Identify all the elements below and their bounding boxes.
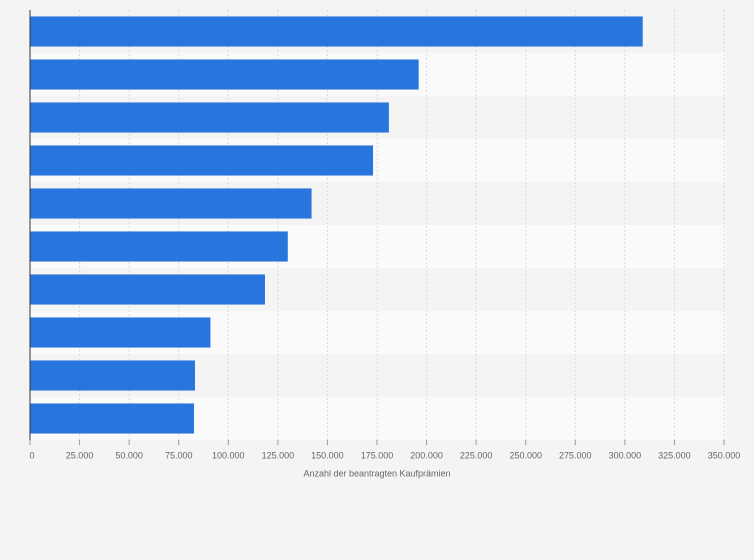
x-tick-label: 25.000	[66, 450, 94, 460]
bar	[30, 188, 312, 219]
x-tick-label: 175.000	[361, 450, 394, 460]
x-tick-label: 50.000	[115, 450, 143, 460]
x-tick-label: 75.000	[165, 450, 193, 460]
x-tick-label: 350.000	[708, 450, 741, 460]
bar	[30, 274, 265, 305]
x-tick-label: 125.000	[262, 450, 295, 460]
x-tick-label: 325.000	[658, 450, 691, 460]
x-tick-label: 250.000	[509, 450, 542, 460]
x-tick-label: 300.000	[609, 450, 642, 460]
bar	[30, 102, 389, 133]
x-axis-title: Anzahl der beantragten Kaufprämien	[303, 468, 450, 478]
x-tick-label: 150.000	[311, 450, 344, 460]
x-tick-label: 100.000	[212, 450, 245, 460]
x-tick-label: 275.000	[559, 450, 592, 460]
bar	[30, 145, 374, 176]
x-tick-label: 225.000	[460, 450, 493, 460]
bar	[30, 16, 643, 47]
bar	[30, 360, 195, 391]
bar	[30, 59, 419, 90]
bar	[30, 231, 288, 262]
x-tick-label: 200.000	[410, 450, 443, 460]
bar	[30, 317, 211, 348]
bar	[30, 403, 194, 434]
x-tick-label: 0	[29, 450, 34, 460]
